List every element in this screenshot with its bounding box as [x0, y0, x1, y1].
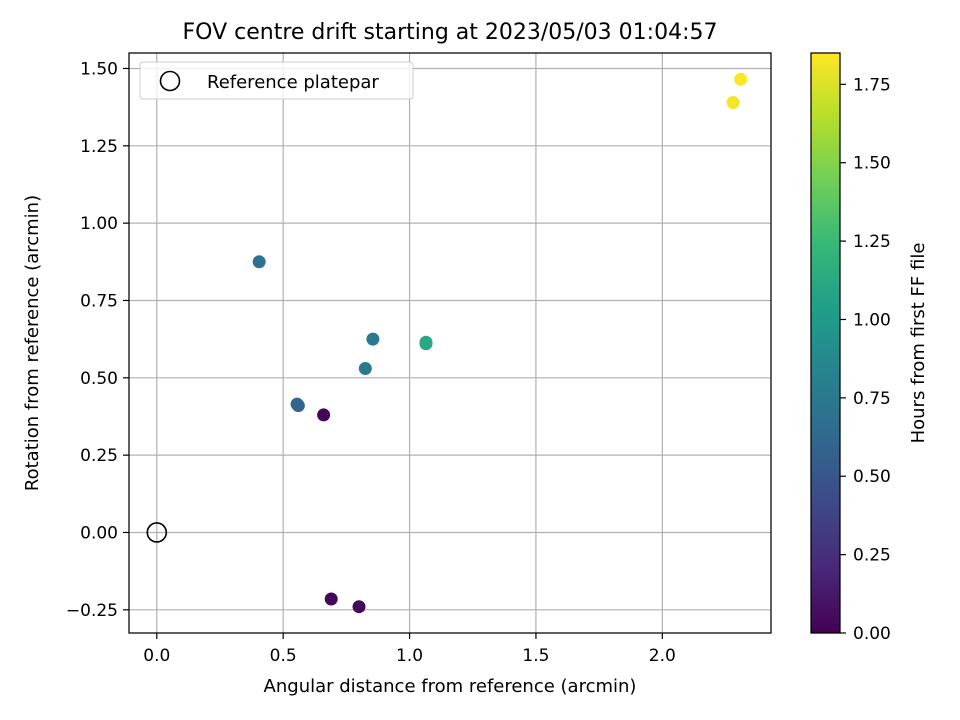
y-axis-label: Rotation from reference (arcmin) — [22, 195, 43, 491]
y-tick-label: 0.00 — [80, 523, 118, 543]
colorbar-tick-label: 0.00 — [853, 624, 891, 644]
colorbar-gradient — [810, 52, 841, 634]
x-axis-ticks: 0.0 0.5 1.0 1.5 2.0 — [143, 633, 676, 666]
legend: Reference platepar — [139, 61, 414, 100]
colorbar-tick-label: 1.00 — [853, 310, 891, 330]
x-axis-label: Angular distance from reference (arcmin) — [264, 676, 637, 697]
legend-label: Reference platepar — [207, 72, 379, 93]
data-points — [146, 72, 748, 614]
chart-title: FOV centre drift starting at 2023/05/03 … — [183, 20, 718, 45]
colorbar-label: Hours from first FF file — [908, 243, 929, 444]
x-tick-label: 1.0 — [396, 646, 423, 666]
colorbar-tick-label: 1.75 — [853, 75, 891, 95]
data-point — [324, 592, 338, 606]
colorbar-tick-label: 1.25 — [853, 232, 891, 252]
data-point — [291, 399, 305, 413]
data-point — [352, 600, 366, 614]
data-point — [419, 335, 433, 349]
colorbar-tick-label: 0.75 — [853, 389, 891, 409]
y-axis-ticks: −0.25 0.00 0.25 0.50 0.75 1.00 1.25 1.50 — [66, 59, 129, 621]
y-tick-label: 0.75 — [80, 291, 118, 311]
y-tick-label: 1.00 — [80, 214, 118, 234]
data-point — [252, 255, 266, 269]
colorbar-tick-label: 1.50 — [853, 154, 891, 174]
x-tick-label: 0.0 — [143, 646, 170, 666]
colorbar-tick-label: 0.50 — [853, 467, 891, 487]
colorbar-tick-label: 0.25 — [853, 546, 891, 566]
data-point — [317, 408, 331, 422]
data-point — [358, 362, 372, 376]
data-point — [366, 332, 380, 346]
y-tick-label: 1.25 — [80, 137, 118, 157]
colorbar: 0.00 0.25 0.50 0.75 1.00 1.25 1.50 1.75 Hours f… — [810, 52, 929, 644]
x-tick-label: 2.0 — [649, 646, 676, 666]
grid-lines — [129, 53, 771, 633]
x-tick-label: 0.5 — [270, 646, 297, 666]
data-point — [726, 95, 740, 109]
colorbar-ticks: 0.00 0.25 0.50 0.75 1.00 1.25 1.50 1.75 — [840, 75, 891, 644]
y-tick-label: 1.50 — [80, 59, 118, 79]
y-tick-label: 0.50 — [80, 369, 118, 389]
x-tick-label: 1.5 — [522, 646, 549, 666]
legend-box — [139, 61, 414, 100]
y-tick-label: −0.25 — [66, 601, 118, 621]
plot-frame — [128, 52, 772, 634]
data-point — [734, 72, 748, 86]
reference-platepar-marker — [146, 522, 168, 543]
y-tick-label: 0.25 — [80, 446, 118, 466]
legend-reference-marker — [159, 70, 181, 92]
